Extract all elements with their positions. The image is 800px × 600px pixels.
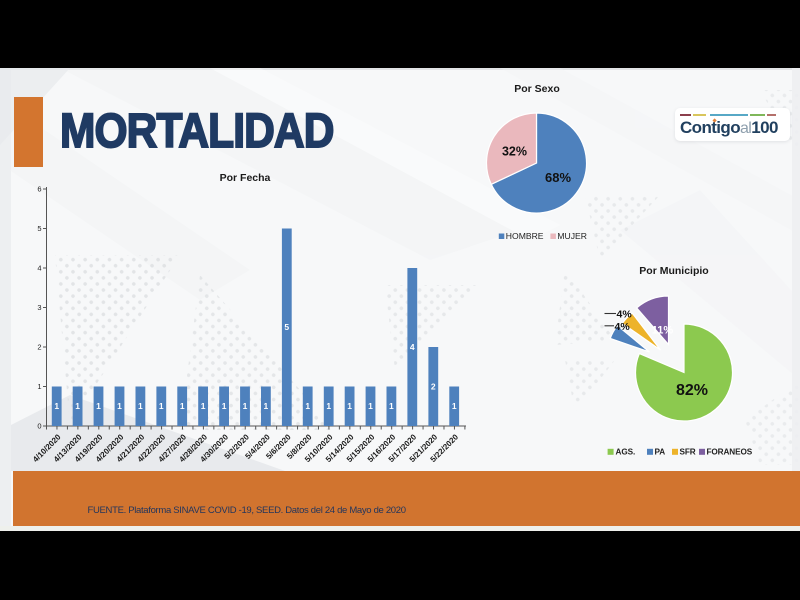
svg-text:PA: PA (655, 448, 666, 457)
svg-text:5: 5 (284, 322, 289, 332)
svg-text:6: 6 (37, 185, 41, 194)
svg-text:1: 1 (347, 401, 352, 411)
svg-text:1: 1 (75, 401, 80, 411)
svg-text:1: 1 (326, 401, 331, 411)
svg-text:1: 1 (452, 401, 457, 411)
svg-text:SFR: SFR (680, 448, 696, 457)
svg-text:4: 4 (410, 342, 415, 352)
svg-text:1: 1 (305, 401, 310, 411)
svg-text:1: 1 (243, 401, 248, 411)
svg-text:AGS.: AGS. (616, 448, 636, 457)
svg-text:4%: 4% (615, 321, 631, 333)
svg-text:68%: 68% (545, 170, 571, 185)
svg-text:FORANEOS: FORANEOS (707, 448, 753, 457)
svg-text:2: 2 (431, 382, 436, 392)
svg-text:1: 1 (54, 401, 59, 411)
svg-text:1: 1 (201, 401, 206, 411)
svg-text:4: 4 (37, 264, 41, 273)
svg-text:82%: 82% (676, 382, 708, 399)
svg-text:1: 1 (180, 401, 185, 411)
svg-text:1: 1 (222, 401, 227, 411)
svg-text:32%: 32% (502, 145, 527, 159)
svg-text:1: 1 (96, 401, 101, 411)
svg-text:1: 1 (37, 382, 41, 391)
svg-text:1: 1 (368, 401, 373, 411)
svg-text:3: 3 (37, 303, 41, 312)
svg-text:1: 1 (138, 401, 143, 411)
svg-text:5: 5 (37, 224, 41, 233)
svg-text:1: 1 (117, 401, 122, 411)
svg-text:11%: 11% (652, 325, 674, 337)
svg-text:1: 1 (389, 401, 394, 411)
svg-text:4%: 4% (617, 309, 633, 321)
svg-text:0: 0 (37, 422, 41, 431)
svg-text:2: 2 (37, 343, 41, 352)
svg-text:HOMBRE: HOMBRE (506, 231, 544, 241)
svg-text:MUJER: MUJER (557, 231, 587, 241)
svg-text:1: 1 (264, 401, 269, 411)
svg-text:1: 1 (159, 401, 164, 411)
